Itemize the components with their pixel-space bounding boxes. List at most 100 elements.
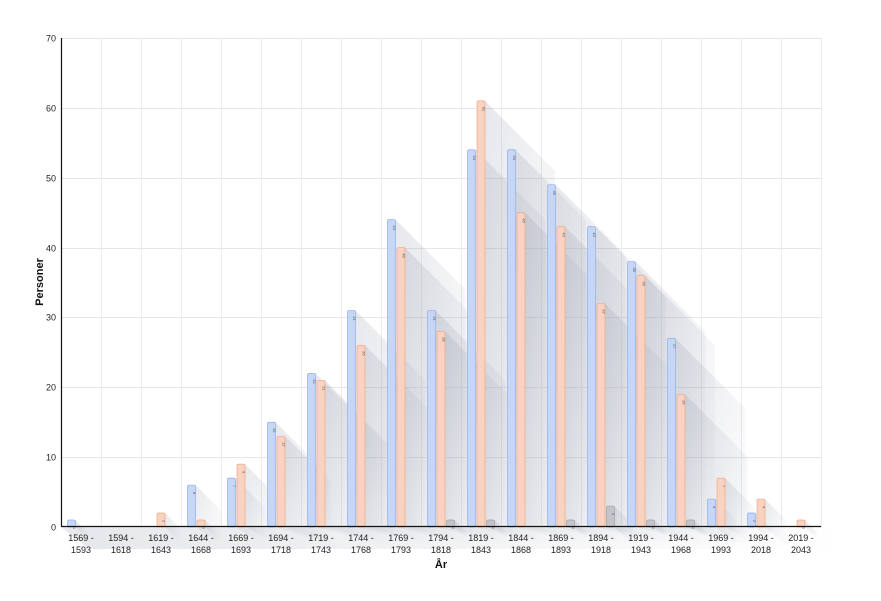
x-tick-label: 1943 xyxy=(631,545,651,555)
bar-shadow xyxy=(165,513,181,543)
x-tick-label: 1868 xyxy=(511,545,531,555)
bar-shadow xyxy=(574,520,588,540)
x-tick-label: 2043 xyxy=(791,545,811,555)
bar-value-label: 1 xyxy=(491,527,496,530)
bar-value-label: 43 xyxy=(561,232,566,237)
bar-shadow xyxy=(765,499,787,545)
x-tick-label: 1793 xyxy=(391,545,411,555)
bar-value-label: 61 xyxy=(481,107,486,112)
bar xyxy=(587,226,596,528)
bar-value-label: 1 xyxy=(201,527,206,530)
bar-shadow xyxy=(614,506,633,545)
bar-value-label: 1 xyxy=(651,527,656,530)
bar-shadows xyxy=(61,100,849,549)
bar-value-label: 4 xyxy=(712,506,717,509)
bar-value-label: 28 xyxy=(441,337,446,342)
bar-value-label: 26 xyxy=(361,351,366,356)
bar xyxy=(516,212,526,528)
x-tick-label: 1719 - xyxy=(308,533,334,543)
bar-shadow xyxy=(75,520,89,540)
bar-value-label: 9 xyxy=(241,471,246,474)
y-tick-label: 0 xyxy=(51,523,56,533)
bar xyxy=(396,247,406,528)
bar-value-label: 2 xyxy=(161,520,166,523)
bar-value-label: 21 xyxy=(321,386,326,391)
bar-shadow xyxy=(654,520,668,540)
bar-value-label: 1 xyxy=(451,527,456,530)
bar-value-label: 1 xyxy=(571,527,576,530)
y-tick-label: 50 xyxy=(46,174,56,184)
x-tick-label: 1819 - xyxy=(468,533,494,543)
bar-value-label: 13 xyxy=(281,442,286,447)
x-tick-label: 1694 - xyxy=(268,533,294,543)
x-tick-label: 1693 xyxy=(231,545,251,555)
x-axis-title: År xyxy=(435,558,448,571)
bar-value-label: 19 xyxy=(681,400,686,405)
bar-value-label: 22 xyxy=(312,379,317,384)
x-tick-label: 1894 - xyxy=(588,533,614,543)
y-tick-label: 40 xyxy=(46,244,56,254)
bar-value-label: 27 xyxy=(672,344,677,349)
bar-shadow xyxy=(805,520,818,540)
bar-value-label: 2 xyxy=(752,520,757,523)
x-tick-label: 1644 - xyxy=(188,533,214,543)
bars xyxy=(67,100,806,528)
y-tick-label: 10 xyxy=(46,453,56,463)
x-tick-label: 1844 - xyxy=(508,533,534,543)
y-tick-label: 20 xyxy=(46,383,56,393)
bar-value-label: 7 xyxy=(232,485,237,488)
bar-value-label: 40 xyxy=(401,253,406,258)
bar-value-label: 43 xyxy=(592,232,597,237)
bar-value-label: 6 xyxy=(192,492,197,495)
bar-shadow xyxy=(195,485,223,545)
bar-value-label: 15 xyxy=(272,428,277,433)
bar-shadow xyxy=(725,478,755,545)
x-tick-label: 1969 - xyxy=(708,533,734,543)
bar xyxy=(356,345,366,528)
x-tick-label: 1594 - xyxy=(108,533,134,543)
bar-value-label: 54 xyxy=(472,156,477,161)
bar xyxy=(636,275,646,528)
x-tick-label: 1944 - xyxy=(668,533,694,543)
bar-value-label: 36 xyxy=(641,281,646,286)
bar xyxy=(556,226,566,528)
bar xyxy=(707,498,716,528)
axes xyxy=(60,38,821,528)
x-tick-label: 2019 - xyxy=(788,533,814,543)
bar-value-label: 49 xyxy=(552,190,557,195)
x-tick-label: 1993 xyxy=(711,545,731,555)
x-tick-label: 1918 xyxy=(591,545,611,555)
x-tick-label: 1593 xyxy=(71,545,91,555)
x-tick-label: 1569 - xyxy=(68,533,94,543)
bar-value-label: 1 xyxy=(72,527,77,530)
x-tick-label: 1869 - xyxy=(548,533,574,543)
bar xyxy=(316,379,326,528)
bar xyxy=(507,149,516,528)
y-tick-label: 60 xyxy=(46,104,56,114)
bar-shadow xyxy=(694,520,708,540)
bar xyxy=(307,372,316,528)
bar xyxy=(627,261,636,528)
y-tick-label: 30 xyxy=(46,313,56,323)
bar xyxy=(427,310,436,528)
bar-value-label: 54 xyxy=(512,156,517,161)
bar xyxy=(236,463,246,528)
bar xyxy=(476,100,486,528)
x-tick-label: 1843 xyxy=(471,545,491,555)
x-tick-label: 1994 - xyxy=(748,533,774,543)
bar-value-label: 1 xyxy=(691,527,696,530)
x-tick-label: 1618 xyxy=(111,545,131,555)
bar-shadow xyxy=(494,520,508,540)
x-tick-label: 1619 - xyxy=(148,533,174,543)
bar xyxy=(596,303,606,528)
bar xyxy=(667,338,676,528)
x-tick-label: 1718 xyxy=(271,545,291,555)
x-tick-label: 2018 xyxy=(751,545,771,555)
x-tick-label: 1794 - xyxy=(428,533,454,543)
bar xyxy=(387,219,396,528)
bar-value-label: 45 xyxy=(521,218,526,223)
x-tick-label: 1743 xyxy=(311,545,331,555)
x-tick-label: 1818 xyxy=(431,545,451,555)
